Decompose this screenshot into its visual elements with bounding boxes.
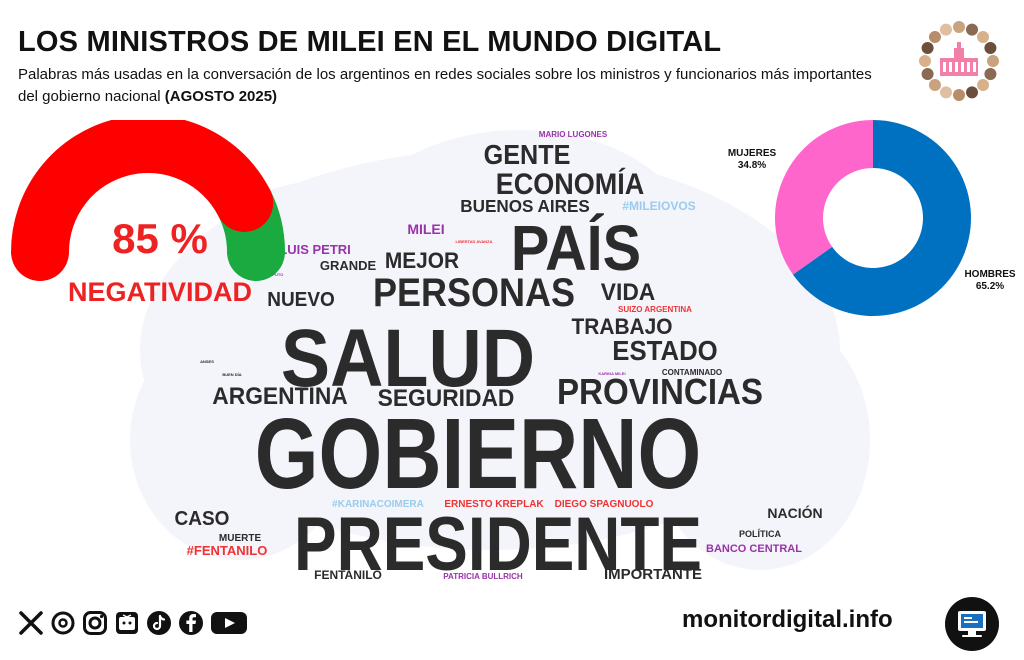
gauge-value-label: 85 %: [112, 215, 208, 262]
logo-face: [976, 29, 991, 44]
logo-face: [976, 78, 991, 93]
facebook-icon[interactable]: [178, 608, 204, 638]
logo-face: [965, 22, 980, 37]
cloud-word: LUIS PETRI: [279, 242, 351, 257]
logo-face: [986, 54, 1000, 68]
cloud-word: SALUD: [281, 311, 535, 404]
cloud-word: MUERTE: [219, 533, 262, 544]
donut-slice-hombres: [792, 120, 971, 316]
cloud-word: PATRICIA BULLRICH: [443, 572, 523, 581]
gender-donut-chart: MUJERES 34.8% HOMBRES 65.2%: [728, 120, 1016, 316]
cloud-word: PAÍS: [511, 212, 641, 283]
cloud-word: #MILEIOVOS: [622, 199, 695, 213]
logo-face: [983, 67, 998, 82]
logo-face: [927, 78, 942, 93]
instagram-icon[interactable]: [82, 608, 108, 638]
cloud-word: VIDA: [601, 278, 656, 305]
cloud-word: POLÍTICA: [739, 529, 781, 539]
logo-face: [938, 22, 953, 37]
page-subtitle: Palabras más usadas en la conversación d…: [18, 64, 878, 108]
logo-face: [927, 29, 942, 44]
ministers-logo: [918, 20, 1000, 102]
cloud-word: TRABAJO: [572, 315, 673, 340]
subtitle-period: (AGOSTO 2025): [164, 88, 278, 105]
cloud-word: BUEN DÍA: [222, 372, 241, 377]
cloud-word: ESTADO: [612, 335, 717, 366]
cloud-word: SEGURIDAD: [378, 384, 515, 411]
tiktok-icon[interactable]: [146, 608, 172, 638]
cloud-word: DIEGO SPAGNUOLO: [555, 499, 654, 510]
cloud-word: IMPORTANTE: [604, 566, 702, 583]
cloud-word: FENTANILO: [314, 568, 382, 582]
logo-face: [918, 54, 932, 68]
cloud-word: GENTE: [484, 139, 571, 171]
women-slice-label: 34.8%: [738, 160, 766, 171]
cloud-word: ARGENTINA: [212, 382, 348, 409]
logo-face: [952, 20, 966, 34]
cloud-word: SUIZO ARGENTINA: [618, 305, 692, 314]
threads-icon[interactable]: [50, 608, 76, 638]
logo-face: [952, 88, 966, 102]
cloud-word: PROVINCIAS: [557, 373, 763, 413]
cloud-word: BANCO CENTRAL: [706, 543, 802, 555]
negativity-gauge: 85 % NEGATIVIDAD: [11, 120, 285, 307]
page-title: LOS MINISTROS DE MILEI EN EL MUNDO DIGIT…: [18, 26, 722, 58]
cloud-word: CONTAMINADO: [662, 368, 722, 377]
cloud-word: LIBERTAD AVANZA: [456, 239, 493, 244]
logo-face: [920, 40, 935, 55]
donut-slice-mujeres: [775, 120, 873, 275]
men-slice-label: 65.2%: [976, 281, 1004, 292]
cloud-word: BUENOS AIRES: [460, 196, 590, 217]
cloud-word: PERSONAS: [373, 271, 575, 315]
cloud-word: ERNESTO KREPLAK: [444, 499, 544, 510]
social-icons: [18, 608, 248, 638]
tv-icon[interactable]: [114, 608, 140, 638]
cloud-word: GOBIERNO: [255, 398, 701, 510]
gauge-negative-arc: [11, 120, 274, 281]
subtitle-text: Palabras más usadas en la conversación d…: [18, 66, 872, 105]
cloud-word: GRANDE: [320, 258, 377, 273]
cloud-word: #KARINACOIMERA: [332, 499, 424, 510]
cloud-word: ECONOMÍA: [496, 168, 644, 202]
cloud-word: MILEI: [407, 221, 444, 237]
logo-face: [983, 40, 998, 55]
x-icon[interactable]: [18, 608, 44, 638]
monitor-icon: [945, 597, 999, 651]
youtube-icon[interactable]: [210, 608, 248, 638]
gauge-label: NEGATIVIDAD: [68, 277, 252, 307]
site-url[interactable]: monitordigital.info: [682, 606, 893, 633]
cloud-word: CASO: [175, 508, 230, 531]
cloud-word: PRESIDENTE: [294, 501, 702, 587]
cloud-word: KARINA MILEI: [598, 371, 625, 376]
women-slice-name: MUJERES: [728, 148, 777, 159]
logo-face: [965, 85, 980, 100]
cloud-word: #FENTANILO: [187, 543, 268, 558]
cloud-word: MARIO LUGONES: [539, 130, 608, 139]
men-slice-name: HOMBRES: [964, 269, 1015, 280]
cloud-word: MEJOR: [385, 249, 460, 274]
cloud-word: ANSES: [200, 359, 214, 364]
logo-face: [920, 67, 935, 82]
cloud-word: NACIÓN: [767, 504, 822, 521]
logo-face: [938, 85, 953, 100]
cloud-word: NUEVO: [267, 289, 335, 312]
